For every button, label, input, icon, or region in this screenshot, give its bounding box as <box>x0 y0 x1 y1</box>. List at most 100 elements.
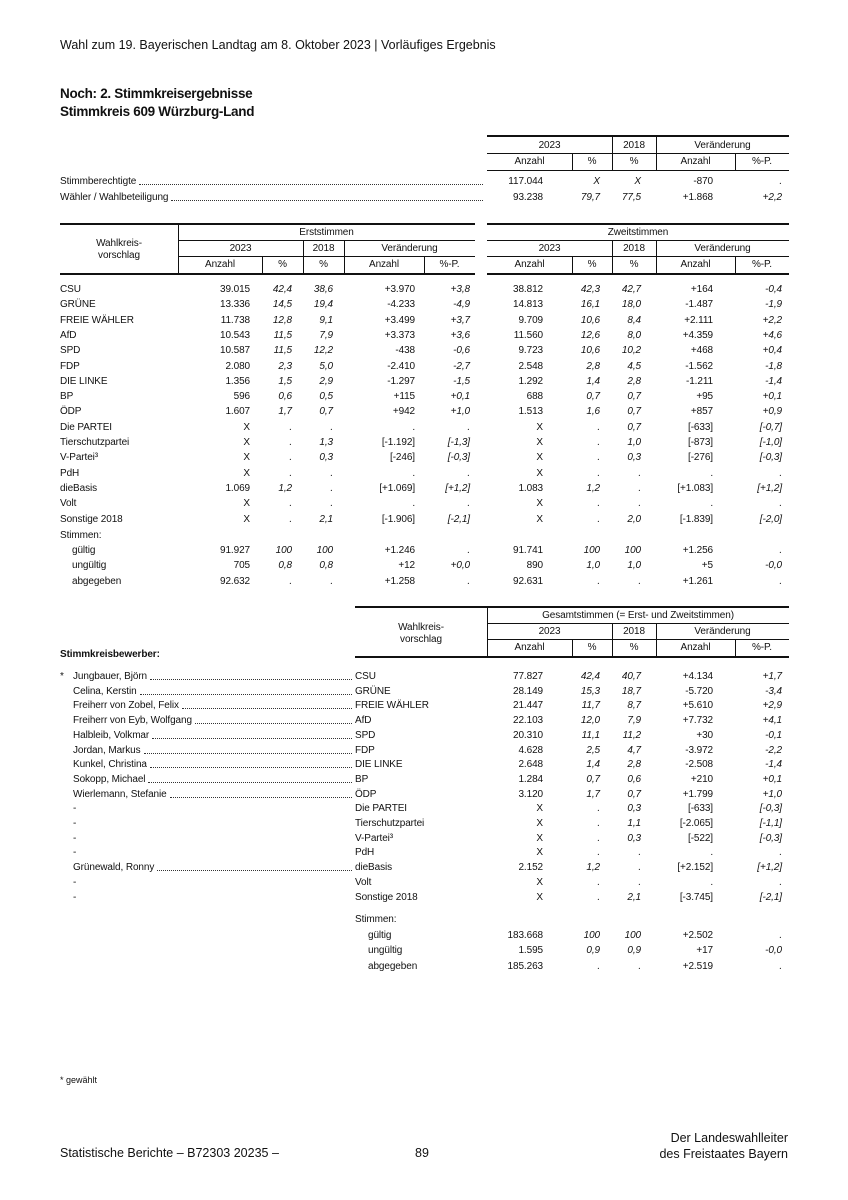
zweit-value-col2: 4,5 <box>627 360 641 372</box>
table-rule <box>178 240 475 241</box>
zweit-value-col4: -1,8 <box>765 360 782 372</box>
gesamt-col-col4: +4,1 <box>762 715 782 727</box>
zweit-value-col3: . <box>710 498 713 510</box>
candidate-party: PdH <box>355 847 375 859</box>
gesamt-votes-col4: -0,0 <box>765 945 782 957</box>
candidate-party: Tierschutzpartei <box>355 818 425 829</box>
leader-dots <box>171 200 483 201</box>
erst-value-col2: 0,3 <box>319 452 333 464</box>
gesamt-col-col4: [+1,2] <box>757 862 782 874</box>
header-candidates: Stimmkreisbewerber: <box>60 649 160 660</box>
gesamt-col-col4: -0,1 <box>765 729 782 741</box>
header-2018: 2018 <box>623 243 645 254</box>
erst-value-col1: 1,7 <box>278 406 292 418</box>
gesamt-col-col1: 2,5 <box>586 744 600 756</box>
header-2023: 2023 <box>538 140 561 151</box>
gesamt-col-col0: X <box>536 818 543 829</box>
zweit-votes-col2: 100 <box>624 545 641 556</box>
gesamt-votes-col2: 0,9 <box>627 945 641 957</box>
gesamt-col-col0: 1.284 <box>518 773 543 785</box>
gesamt-votes-col3: +17 <box>696 945 713 957</box>
zweit-value-col4: -1,4 <box>765 375 782 387</box>
zweit-votes-col4: . <box>779 575 782 587</box>
publisher-line-2: des Freistaates Bayern <box>659 1147 788 1161</box>
gesamt-votes-col3: +2.502 <box>682 930 713 941</box>
leader-dots <box>148 781 352 783</box>
erst-votes-col3: +12 <box>398 560 415 572</box>
party-name: CSU <box>60 284 81 295</box>
erst-votes-col1: . <box>289 575 292 587</box>
table-rule <box>303 240 304 273</box>
zweit-value-col1: 10,6 <box>580 345 600 357</box>
erst-value-col3: -2.410 <box>387 360 415 372</box>
zweit-value-col4: [-2,0] <box>759 513 782 525</box>
header-gesamt: Gesamtstimmen (= Erst- und Zweitstimmen) <box>542 610 734 621</box>
zweit-value-col1: . <box>597 421 600 433</box>
zweit-value-col2: 0,7 <box>627 391 641 403</box>
gesamt-col-col1: . <box>597 876 600 888</box>
elected-marker <box>60 715 72 727</box>
table-rule <box>487 135 789 137</box>
elected-marker <box>60 774 72 786</box>
zweit-value-col4: +2,2 <box>762 314 782 326</box>
erst-value-col0: X <box>243 498 250 510</box>
gesamt-col-col3: [-2.065] <box>679 818 713 829</box>
gesamt-col-col2: 0,3 <box>627 803 641 815</box>
section-subtitle: Stimmkreis 609 Würzburg-Land <box>60 104 255 119</box>
table-rule <box>355 606 789 608</box>
gesamt-col-col2: 0,6 <box>627 773 641 785</box>
party-name: DIE LINKE <box>60 375 108 387</box>
footer-publication: Statistische Berichte – B72303 20235 – <box>60 1146 279 1160</box>
erst-value-col1: 42,4 <box>272 284 292 295</box>
gesamt-col-col1: 1,4 <box>586 759 600 771</box>
erst-value-col2: 9,1 <box>319 314 333 326</box>
gesamt-col-col1: . <box>597 832 600 844</box>
gesamt-col-col1: 1,2 <box>586 862 600 874</box>
gesamt-votes-col2: . <box>638 960 641 972</box>
erst-votes-col4: . <box>467 545 470 556</box>
leader-dots <box>169 796 352 798</box>
zweit-votes-col1: 1,0 <box>586 560 600 572</box>
candidate-party: Die PARTEI <box>355 803 407 815</box>
zweit-votes-col1: . <box>597 575 600 587</box>
zweit-votes-col3: +5 <box>701 560 713 572</box>
header-change: Veränderung <box>694 140 751 151</box>
candidate-party: ÖDP <box>355 788 377 800</box>
votes-row-label: abgegeben <box>72 575 122 587</box>
zweit-votes-col4: -0,0 <box>765 560 782 572</box>
summary-label: Stimmberechtigte <box>60 176 485 188</box>
zweit-value-col3: -1.487 <box>685 299 713 311</box>
summary-value-col1: 79,7 <box>580 192 600 203</box>
zweit-value-col3: [-1.839] <box>679 513 713 525</box>
page-number: 89 <box>415 1146 429 1160</box>
gesamt-col-col2: . <box>638 876 641 888</box>
erst-value-col2: 5,0 <box>319 360 333 372</box>
table-rule <box>612 137 613 170</box>
gesamt-col-col1: . <box>597 803 600 815</box>
gesamt-col-col4: [-2,1] <box>759 891 782 903</box>
erst-value-col0: 10.543 <box>220 329 250 341</box>
header-pct: % <box>278 259 287 270</box>
zweit-value-col2: 2,0 <box>627 513 641 525</box>
zweit-value-col3: . <box>710 467 713 479</box>
table-rule <box>487 170 789 171</box>
elected-marker <box>60 789 72 801</box>
gesamt-col-col4: +2,9 <box>762 700 782 712</box>
zweit-value-col2: . <box>638 467 641 479</box>
zweit-value-col0: X <box>536 513 543 525</box>
candidate-party: DIE LINKE <box>355 759 403 771</box>
zweit-value-col0: 38.812 <box>513 284 543 295</box>
header-2023: 2023 <box>229 243 252 254</box>
summary-value-col0: 93.238 <box>513 192 543 203</box>
gesamt-col-col0: X <box>536 891 543 903</box>
zweit-value-col1: 0,7 <box>586 391 600 403</box>
candidate-name: - <box>73 803 77 815</box>
header-2018: 2018 <box>312 243 335 254</box>
footer-publisher: Der Landeswahlleiter des Freistaates Baye… <box>659 1130 788 1162</box>
erst-votes-col3: +1.246 <box>384 545 415 556</box>
erst-value-col2: 1,3 <box>319 437 333 448</box>
erst-value-col3: +115 <box>393 391 415 403</box>
erst-value-col2: 0,7 <box>319 406 333 418</box>
candidate-name-text: Sokopp, Michael <box>73 773 146 785</box>
erst-value-col4: [-0,3] <box>447 452 470 464</box>
